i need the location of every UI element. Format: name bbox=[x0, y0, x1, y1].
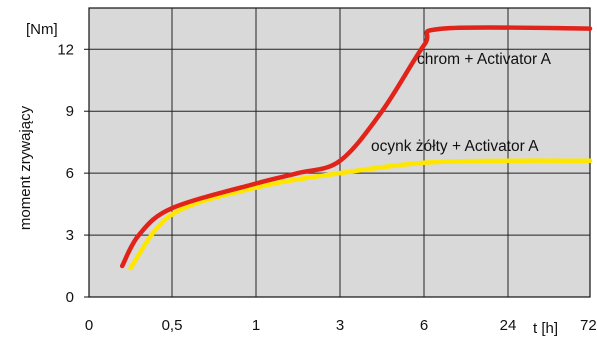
y-tick-label: 0 bbox=[66, 289, 74, 306]
y-axis-unit: [Nm] bbox=[26, 21, 58, 38]
series-line-chrom bbox=[119, 25, 593, 269]
x-tick-label: 3 bbox=[336, 317, 344, 334]
y-tick-label: 9 bbox=[66, 103, 74, 120]
series-label-chrom: chrom + Activator A bbox=[417, 51, 552, 68]
y-tick-label: 3 bbox=[66, 227, 74, 244]
x-axis-label: t [h] bbox=[533, 320, 558, 337]
x-axis-ticks: 0 0,5 1 3 6 24 72 bbox=[85, 317, 597, 334]
x-tick-label: 72 bbox=[580, 317, 597, 334]
x-tick-label: 0,5 bbox=[162, 317, 183, 334]
series-label-ocynk: ocynk żółty + Activator A bbox=[371, 138, 539, 155]
x-tick-label: 1 bbox=[252, 317, 260, 334]
x-tick-label: 0 bbox=[85, 317, 93, 334]
y-axis-ticks: 0 3 6 9 12 bbox=[57, 41, 89, 306]
y-tick-label: 12 bbox=[57, 41, 74, 58]
x-tick-label: 6 bbox=[420, 317, 428, 334]
y-axis-label: moment zrywający bbox=[17, 105, 34, 230]
series-lines bbox=[119, 25, 593, 271]
x-tick-label: 24 bbox=[500, 317, 517, 334]
series-line-ocynk bbox=[128, 158, 593, 271]
grid bbox=[89, 8, 590, 297]
y-tick-label: 6 bbox=[66, 165, 74, 182]
